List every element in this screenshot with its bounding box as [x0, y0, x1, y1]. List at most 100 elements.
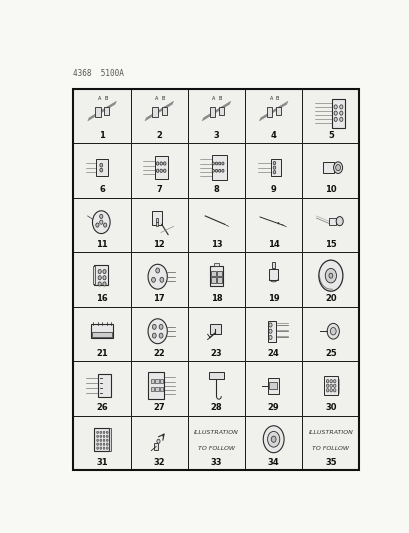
Bar [187, 198, 245, 252]
Bar [187, 252, 245, 306]
Bar [94, 428, 108, 450]
Text: 17: 17 [153, 294, 165, 303]
Circle shape [98, 276, 101, 280]
Bar [217, 277, 221, 283]
Circle shape [103, 282, 106, 286]
Text: 25: 25 [324, 349, 336, 358]
Bar [152, 211, 161, 225]
Bar [212, 155, 226, 180]
Bar [104, 107, 109, 115]
Circle shape [335, 165, 339, 171]
Circle shape [268, 329, 272, 333]
Text: B: B [161, 96, 164, 101]
Circle shape [333, 379, 335, 383]
Circle shape [267, 431, 279, 447]
Bar [151, 387, 154, 391]
Text: 32: 32 [153, 458, 165, 467]
Circle shape [106, 431, 108, 434]
Circle shape [268, 335, 272, 340]
Text: 2: 2 [156, 131, 162, 140]
Circle shape [333, 389, 335, 392]
Bar [73, 88, 359, 470]
Bar [209, 324, 221, 334]
Bar [155, 156, 168, 179]
Circle shape [329, 384, 332, 387]
Bar [266, 108, 272, 117]
Text: 14: 14 [267, 240, 279, 249]
Circle shape [148, 319, 167, 344]
Bar [93, 266, 94, 285]
Circle shape [326, 324, 339, 339]
Text: 20: 20 [324, 294, 336, 303]
Bar [95, 108, 101, 117]
Circle shape [218, 162, 220, 165]
Circle shape [272, 161, 275, 165]
Bar [73, 361, 130, 416]
Text: 27: 27 [153, 403, 165, 413]
Circle shape [272, 166, 275, 169]
Circle shape [106, 439, 108, 441]
Bar [209, 266, 223, 286]
Circle shape [163, 169, 166, 172]
Text: 23: 23 [210, 349, 222, 358]
Bar [109, 428, 111, 450]
Text: A: A [269, 96, 272, 101]
Text: 21: 21 [96, 349, 108, 358]
Bar [130, 252, 187, 306]
Bar [96, 159, 108, 176]
Circle shape [148, 264, 167, 289]
Circle shape [97, 447, 98, 449]
Text: 22: 22 [153, 349, 165, 358]
Circle shape [335, 216, 342, 225]
Text: 35: 35 [324, 458, 336, 467]
Text: A: A [155, 96, 158, 101]
Circle shape [151, 277, 155, 282]
Circle shape [156, 169, 159, 172]
Bar [130, 416, 187, 470]
Text: 8: 8 [213, 185, 219, 195]
Bar [245, 198, 301, 252]
Bar [245, 416, 301, 470]
Circle shape [330, 327, 335, 335]
Bar [155, 217, 157, 222]
Circle shape [99, 220, 103, 224]
Bar [187, 143, 245, 198]
Circle shape [159, 333, 163, 338]
Circle shape [103, 270, 106, 273]
Circle shape [324, 269, 336, 283]
Circle shape [263, 426, 283, 453]
Bar [301, 252, 359, 306]
Bar [322, 162, 333, 173]
Bar [73, 143, 130, 198]
Bar [245, 143, 301, 198]
Circle shape [326, 389, 328, 392]
Circle shape [103, 431, 105, 434]
Bar [187, 88, 245, 143]
Circle shape [96, 223, 99, 227]
Circle shape [100, 435, 101, 438]
Circle shape [211, 162, 214, 165]
Bar [245, 361, 301, 416]
Text: ILLUSTRATION: ILLUSTRATION [193, 430, 238, 434]
Text: 6: 6 [99, 185, 105, 195]
Bar [130, 306, 187, 361]
Circle shape [333, 117, 337, 122]
Bar [97, 374, 111, 397]
Text: 33: 33 [210, 458, 222, 467]
Circle shape [339, 117, 342, 122]
Circle shape [157, 439, 160, 443]
Text: 7: 7 [156, 185, 162, 195]
Bar [301, 306, 359, 361]
Bar [187, 416, 245, 470]
Circle shape [163, 162, 166, 165]
Text: 26: 26 [96, 403, 108, 413]
Bar [160, 387, 163, 391]
Text: 12: 12 [153, 240, 165, 249]
Text: 9: 9 [270, 185, 276, 195]
Text: 4368  5100A: 4368 5100A [73, 69, 124, 78]
Text: 18: 18 [210, 294, 222, 303]
Circle shape [98, 270, 101, 273]
Circle shape [268, 323, 272, 327]
Circle shape [155, 268, 159, 273]
Text: A: A [98, 96, 101, 101]
